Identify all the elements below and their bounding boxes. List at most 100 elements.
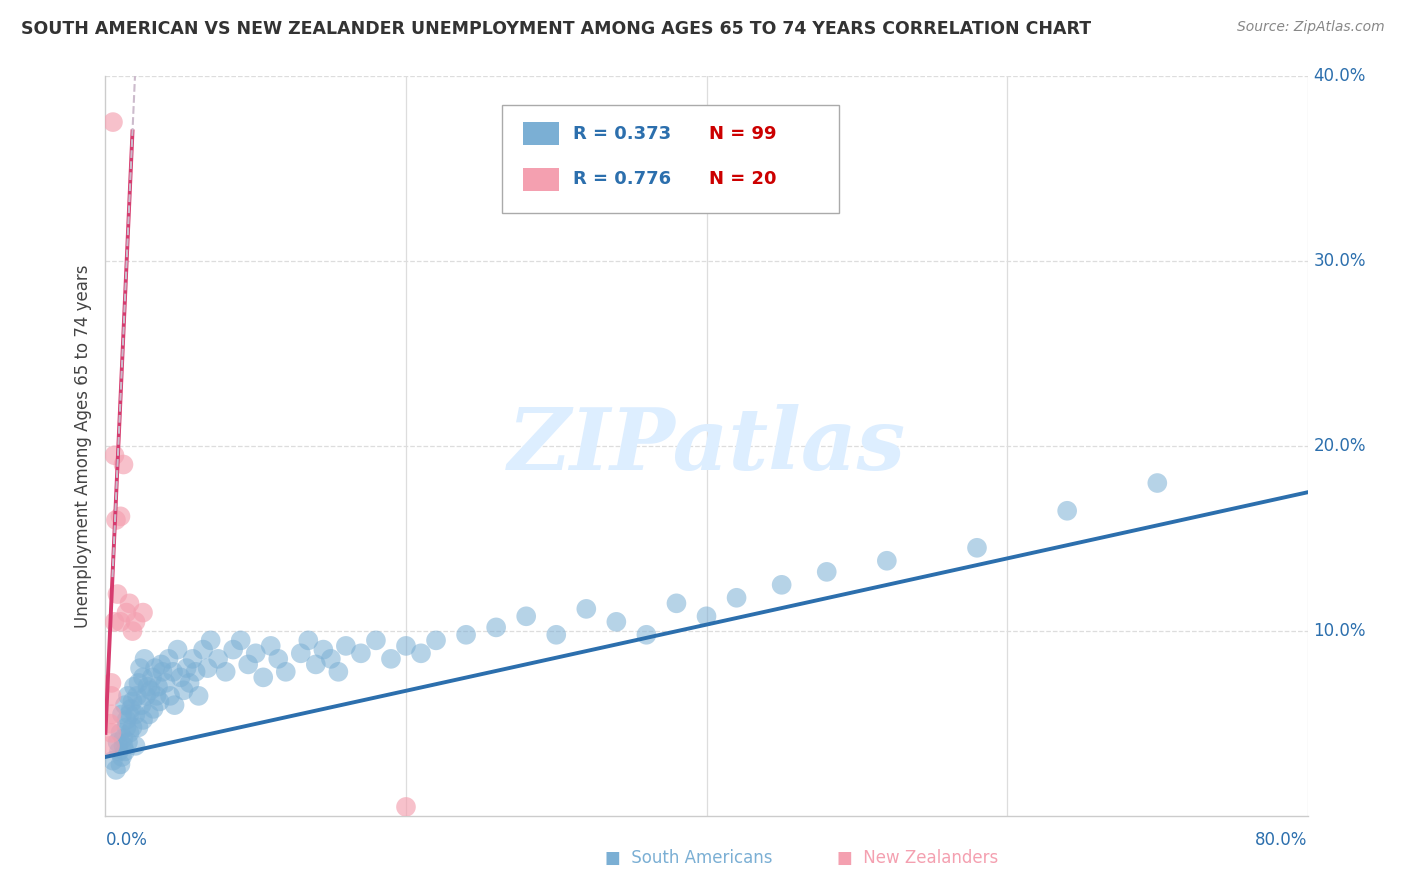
Point (166, 642, 188, 657)
Point (146, 680, 169, 694)
Bar (523, 169, 558, 191)
Point (1056, 504, 1078, 518)
Point (876, 554, 898, 568)
Point (110, 726, 132, 740)
Point (159, 689, 181, 703)
Point (409, 646, 432, 660)
Point (150, 657, 173, 672)
Point (115, 606, 138, 620)
Point (575, 602, 598, 616)
Point (297, 633, 319, 648)
Text: Source: ZipAtlas.com: Source: ZipAtlas.com (1237, 20, 1385, 34)
Point (104, 513, 127, 527)
Point (238, 657, 260, 672)
Point (114, 698, 136, 712)
Point (125, 689, 148, 703)
Point (163, 698, 186, 712)
Point (107, 587, 129, 601)
FancyBboxPatch shape (502, 105, 839, 213)
Point (121, 720, 143, 734)
Point (120, 702, 142, 716)
Point (145, 689, 167, 703)
Point (128, 676, 150, 690)
Point (222, 642, 245, 657)
Point (118, 726, 141, 740)
Point (636, 628, 658, 642)
Point (110, 757, 132, 772)
Point (485, 620, 508, 634)
Point (187, 689, 209, 703)
Point (395, 800, 418, 814)
Point (319, 652, 342, 666)
Point (112, 731, 135, 746)
Point (214, 665, 236, 679)
Text: 80.0%: 80.0% (1256, 831, 1308, 849)
Point (139, 683, 162, 698)
Point (456, 628, 478, 642)
Point (128, 720, 150, 734)
Point (124, 739, 146, 753)
Text: SOUTH AMERICAN VS NEW ZEALANDER UNEMPLOYMENT AMONG AGES 65 TO 74 YEARS CORRELATI: SOUTH AMERICAN VS NEW ZEALANDER UNEMPLOY… (21, 20, 1091, 37)
Point (100, 726, 122, 740)
Point (725, 591, 748, 605)
Point (815, 565, 838, 579)
Point (108, 744, 131, 758)
Point (98, 716, 121, 731)
Point (1146, 476, 1168, 491)
Point (134, 652, 156, 666)
Point (117, 689, 139, 703)
Point (290, 646, 312, 660)
Point (162, 665, 184, 679)
Point (200, 633, 222, 648)
Point (115, 713, 138, 727)
Point (142, 702, 165, 716)
Point (966, 541, 988, 555)
Point (191, 642, 214, 657)
Point (173, 683, 195, 698)
Point (770, 578, 793, 592)
Point (118, 596, 141, 610)
Text: 0.0%: 0.0% (105, 831, 148, 849)
Point (364, 633, 387, 648)
Point (136, 680, 159, 694)
Point (124, 615, 146, 629)
Point (110, 509, 132, 524)
Point (169, 670, 191, 684)
Text: 10.0%: 10.0% (1313, 622, 1367, 640)
Point (184, 665, 207, 679)
Point (132, 606, 155, 620)
Point (312, 642, 335, 657)
Point (305, 657, 328, 672)
Point (197, 661, 219, 675)
Point (179, 676, 201, 690)
Point (380, 652, 402, 666)
Point (135, 689, 157, 703)
Point (245, 646, 267, 660)
Point (115, 720, 138, 734)
Point (157, 652, 180, 666)
Point (114, 744, 136, 758)
Point (328, 665, 350, 679)
Point (696, 609, 718, 624)
Point (110, 615, 132, 629)
Point (98, 739, 121, 753)
Point (395, 639, 418, 653)
Point (112, 739, 135, 753)
Point (103, 615, 125, 629)
Point (138, 707, 160, 722)
Point (425, 633, 447, 648)
Text: R = 0.776: R = 0.776 (574, 170, 671, 188)
Point (131, 698, 153, 712)
Point (101, 115, 124, 129)
Point (350, 646, 373, 660)
Point (181, 652, 204, 666)
Point (252, 670, 274, 684)
Point (665, 596, 688, 610)
Point (260, 639, 283, 653)
Point (546, 628, 568, 642)
Point (122, 680, 145, 694)
Y-axis label: Unemployment Among Ages 65 to 74 years: Unemployment Among Ages 65 to 74 years (73, 264, 91, 628)
Text: N = 20: N = 20 (709, 170, 776, 188)
Point (515, 609, 537, 624)
Text: ZIPatlas: ZIPatlas (508, 404, 905, 488)
